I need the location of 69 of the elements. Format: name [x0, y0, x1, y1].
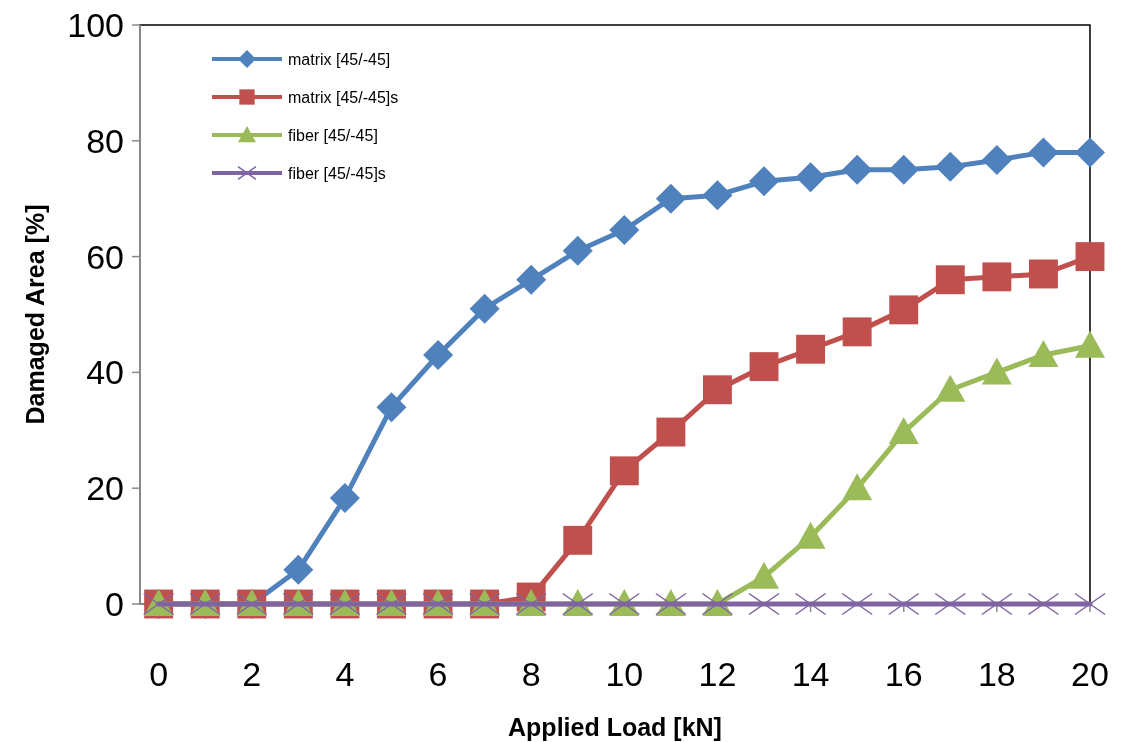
point: [748, 592, 780, 616]
point: [981, 144, 1012, 175]
point: [981, 592, 1013, 616]
point: [655, 183, 686, 214]
x-tick-label: 0: [149, 655, 169, 693]
point: [609, 456, 639, 486]
x-tick-label: 2: [242, 655, 262, 693]
x-tick-label: 4: [335, 655, 355, 693]
y-tick-label: 80: [86, 121, 124, 160]
point: [1075, 242, 1105, 272]
y-tick-label: 20: [86, 469, 124, 508]
y-tick-label: 100: [67, 6, 124, 44]
point: [609, 214, 640, 245]
point: [1028, 137, 1059, 168]
point: [1075, 330, 1105, 358]
point: [842, 473, 873, 501]
point: [888, 154, 919, 185]
legend-label: fiber [45/-45]: [288, 126, 378, 144]
point: [329, 483, 360, 514]
legend-label: matrix [45/-45]s: [288, 88, 399, 106]
point: [935, 151, 966, 182]
point: [796, 334, 826, 364]
legend-label: fiber [45/-45]s: [288, 164, 386, 182]
point: [1074, 592, 1106, 616]
point: [795, 521, 826, 549]
x-tick-label: 10: [605, 655, 644, 693]
point: [889, 295, 919, 325]
point: [842, 317, 872, 347]
point: [1075, 137, 1105, 168]
legend-label: matrix [45/-45]: [288, 50, 391, 68]
point: [656, 417, 686, 447]
point: [842, 154, 873, 185]
x-tick-label: 6: [428, 655, 448, 693]
point: [749, 166, 780, 197]
point: [562, 235, 593, 266]
y-tick-label: 60: [86, 237, 124, 276]
point: [795, 162, 826, 193]
x-tick-label: 18: [977, 655, 1016, 693]
point: [749, 561, 780, 589]
x-axis-title: Applied Load [kN]: [508, 713, 722, 741]
x-tick-label: 12: [698, 655, 737, 693]
y-tick-label: 40: [86, 353, 124, 392]
point: [1027, 592, 1060, 616]
point: [981, 357, 1012, 385]
point: [934, 592, 967, 616]
point: [841, 592, 873, 616]
point: [376, 392, 407, 423]
point: [888, 417, 919, 445]
point: [563, 525, 593, 555]
point: [516, 264, 547, 295]
point: [935, 374, 966, 402]
point: [982, 262, 1012, 292]
point: [749, 352, 779, 382]
point: [702, 180, 733, 211]
point: [935, 265, 965, 295]
y-axis-title: Damaged Area [%]: [21, 204, 49, 425]
x-tick-label: 20: [1071, 655, 1109, 693]
point: [1028, 340, 1059, 368]
x-tick-label: 8: [521, 655, 541, 693]
point: [887, 592, 920, 616]
point: [469, 293, 500, 324]
x-tick-label: 14: [791, 655, 830, 693]
point: [1028, 259, 1058, 289]
y-tick-label: 0: [105, 585, 124, 623]
point: [283, 554, 314, 585]
point: [703, 375, 732, 405]
x-tick-label: 16: [884, 655, 923, 693]
point: [794, 592, 827, 616]
point: [423, 340, 454, 371]
